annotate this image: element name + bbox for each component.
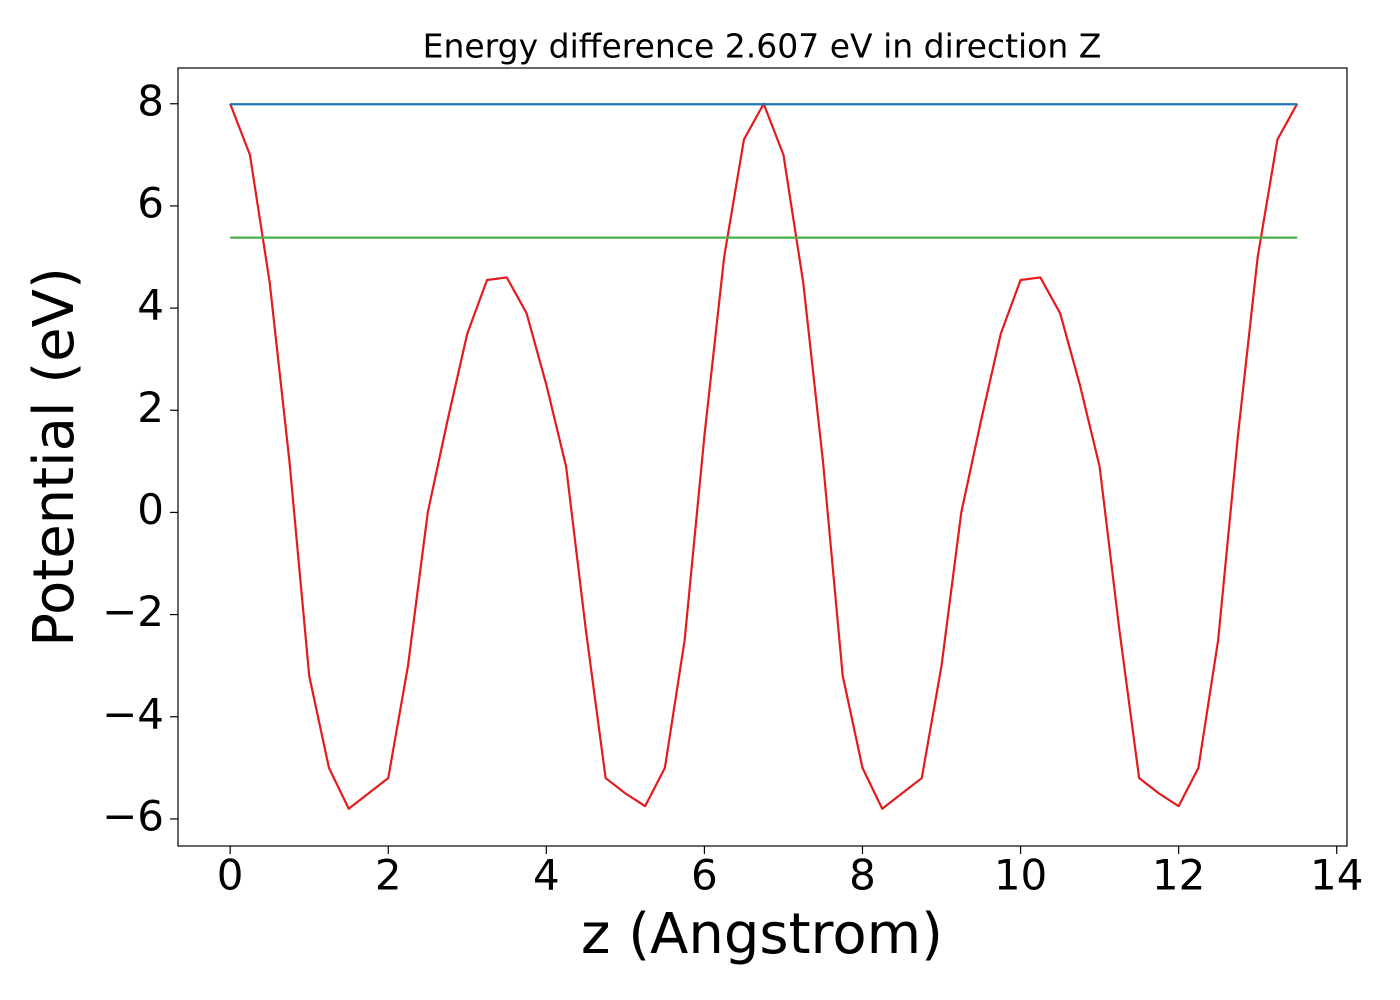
x-tick-label: 14 — [1310, 851, 1363, 900]
y-tick-label: −4 — [102, 689, 164, 738]
x-tick-label: 12 — [1152, 851, 1205, 900]
plot-frame — [177, 67, 1348, 847]
x-tick-label: 0 — [217, 851, 244, 900]
x-tick-label: 10 — [994, 851, 1047, 900]
y-tick-label: 2 — [137, 383, 164, 432]
y-tick-label: 4 — [137, 281, 164, 330]
x-tick-label: 2 — [375, 851, 402, 900]
y-axis-label: Potential (eV) — [22, 267, 87, 647]
y-tick-label: 8 — [137, 76, 164, 125]
y-tick-label: 6 — [137, 178, 164, 227]
x-axis-label: z (Angstrom) — [581, 902, 943, 967]
x-tick-label: 8 — [849, 851, 876, 900]
x-tick-label: 4 — [533, 851, 560, 900]
y-tick-label: 0 — [137, 485, 164, 534]
chart-title: Energy difference 2.607 eV in direction … — [423, 27, 1102, 66]
y-tick-label: −6 — [102, 791, 164, 840]
y-tick-label: −2 — [102, 587, 164, 636]
x-tick-label: 6 — [691, 851, 718, 900]
